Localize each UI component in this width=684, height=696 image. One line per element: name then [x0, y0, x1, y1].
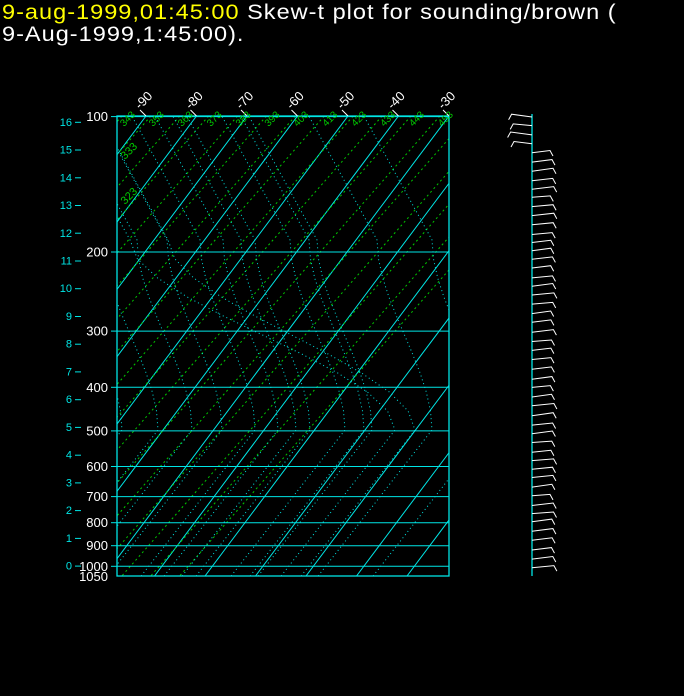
svg-text:1: 1: [66, 533, 72, 545]
svg-text:12: 12: [60, 228, 72, 240]
svg-text:7: 7: [66, 366, 72, 378]
svg-text:-40: -40: [384, 88, 408, 112]
svg-text:0: 0: [66, 561, 72, 573]
svg-text:1050: 1050: [79, 569, 108, 584]
svg-text:13: 13: [60, 200, 72, 212]
svg-text:400: 400: [86, 380, 108, 395]
svg-text:-80: -80: [182, 88, 206, 112]
svg-text:2: 2: [66, 505, 72, 517]
svg-text:500: 500: [86, 423, 108, 438]
svg-text:14: 14: [60, 172, 72, 184]
svg-text:600: 600: [86, 459, 108, 474]
svg-text:900: 900: [86, 538, 108, 553]
svg-text:6: 6: [66, 394, 72, 406]
svg-text:-60: -60: [283, 88, 307, 112]
svg-text:16: 16: [60, 117, 72, 129]
svg-text:-90: -90: [132, 88, 156, 112]
svg-text:300: 300: [86, 324, 108, 339]
svg-text:200: 200: [86, 245, 108, 260]
svg-text:8: 8: [66, 339, 72, 351]
svg-text:700: 700: [86, 489, 108, 504]
svg-text:-70: -70: [233, 88, 257, 112]
svg-text:100: 100: [86, 109, 108, 124]
svg-text:-30: -30: [435, 88, 459, 112]
svg-text:10: 10: [60, 283, 72, 295]
svg-text:4: 4: [66, 450, 72, 462]
svg-text:11: 11: [61, 256, 72, 268]
svg-text:9: 9: [66, 311, 72, 323]
svg-text:-50: -50: [334, 88, 358, 112]
svg-text:5: 5: [66, 422, 72, 434]
svg-text:15: 15: [60, 145, 72, 157]
svg-text:800: 800: [86, 515, 108, 530]
svg-text:3: 3: [66, 477, 72, 489]
